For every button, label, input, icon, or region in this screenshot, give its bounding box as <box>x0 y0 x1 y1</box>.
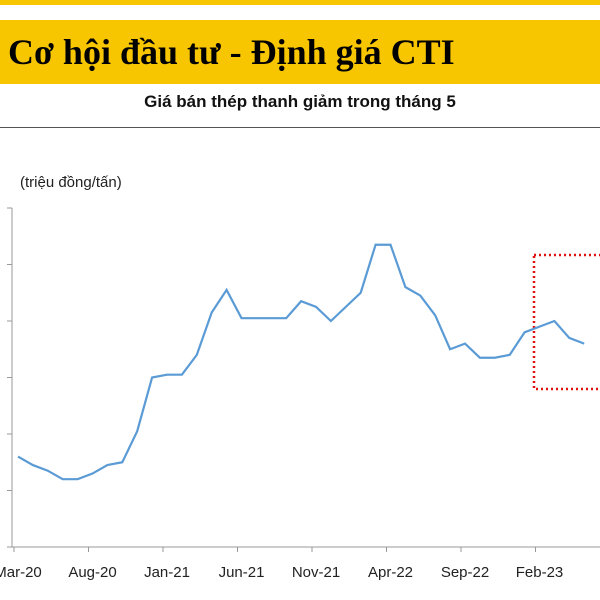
y-axis-label: (triệu đồng/tấn) <box>20 174 122 191</box>
x-tick-label: Feb-23 <box>516 564 564 581</box>
top-strip <box>0 0 600 5</box>
x-tick-label: Mar-20 <box>0 564 42 581</box>
title: Cơ hội đầu tư - Định giá CTI <box>8 32 455 72</box>
line-series <box>17 243 585 481</box>
divider <box>0 127 600 128</box>
highlight-box <box>532 253 600 391</box>
banner: Cơ hội đầu tư - Định giá CTI <box>0 20 600 84</box>
x-tick-label: Jan-21 <box>144 564 190 581</box>
x-tick-label: Aug-20 <box>68 564 116 581</box>
x-tick-label: Nov-21 <box>292 564 340 581</box>
x-tick-label: Jun-21 <box>219 564 265 581</box>
x-tick-label: Apr-22 <box>368 564 413 581</box>
subtitle: Giá bán thép thanh giảm trong tháng 5 <box>144 92 456 111</box>
x-tick-label: Sep-22 <box>441 564 489 581</box>
